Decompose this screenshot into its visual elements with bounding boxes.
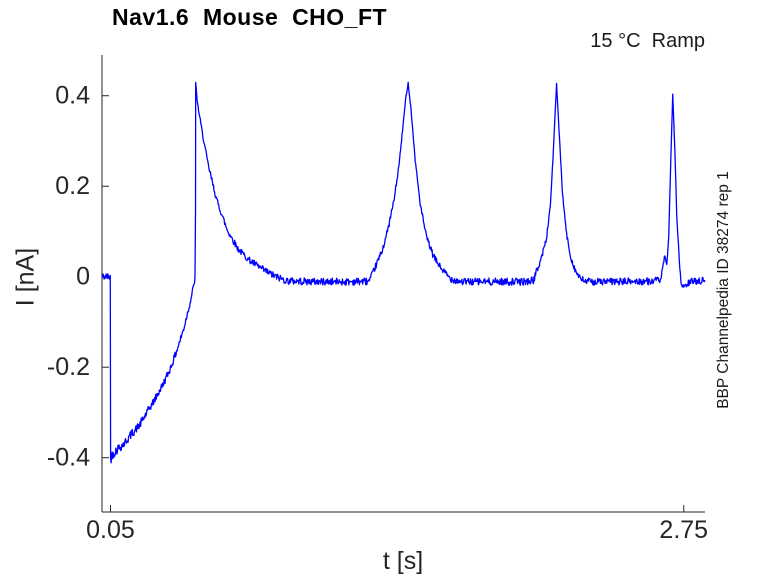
y-axis-label: I [nA] — [11, 247, 40, 307]
current-trace — [101, 81, 706, 464]
temperature-ramp-annotation: 15 °C Ramp — [590, 30, 705, 52]
y-tick-label: 0.2 — [55, 172, 90, 200]
y-tick-label: 0 — [76, 263, 90, 291]
x-tick-label: 2.75 — [659, 516, 708, 544]
x-tick-label: 0.05 — [86, 516, 135, 544]
chart-title: Nav1.6 Mouse CHO_FT — [112, 4, 388, 30]
x-axis-label: t [s] — [382, 547, 424, 575]
bbp-channelpedia-note: BBP Channelpedia ID 38274 rep 1 — [715, 171, 732, 409]
y-tick-label: -0.4 — [47, 444, 90, 472]
axis-spines — [101, 55, 705, 513]
y-tick-label: 0.4 — [55, 82, 90, 110]
y-tick-label: -0.2 — [47, 353, 90, 381]
